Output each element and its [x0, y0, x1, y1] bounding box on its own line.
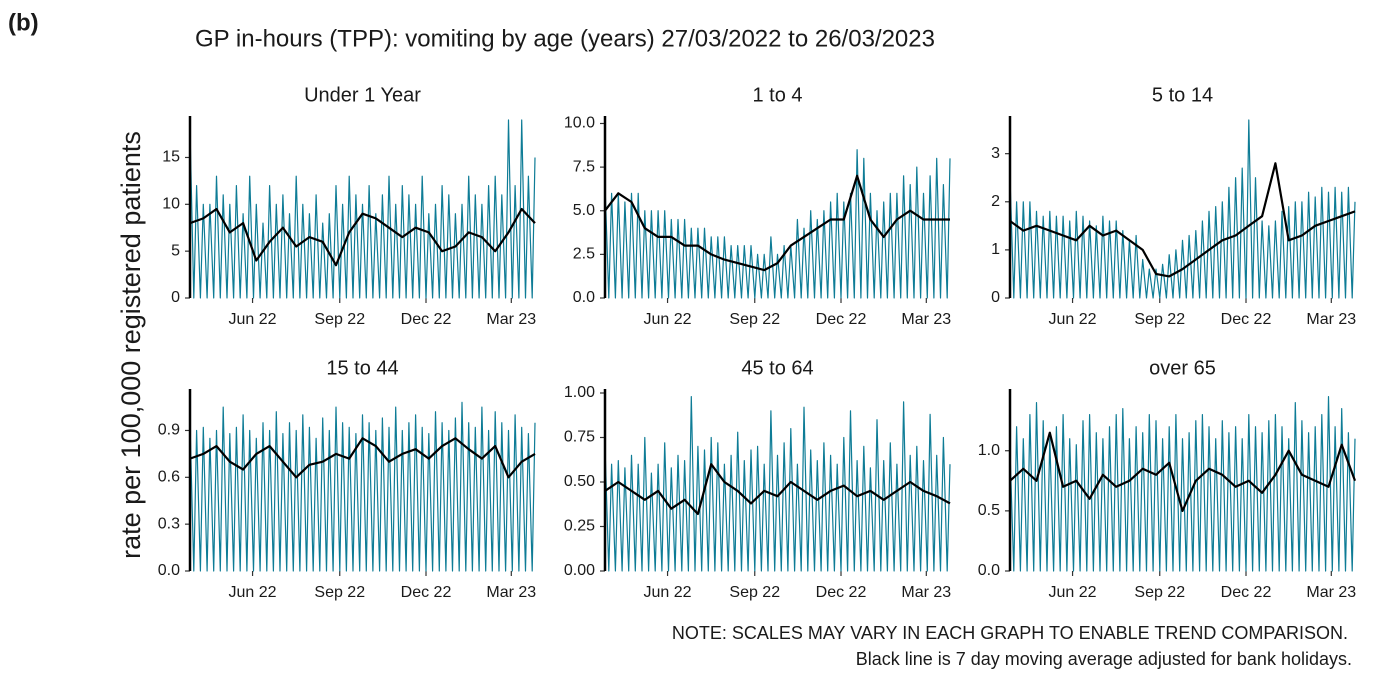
note: Black line is 7 day moving average adjus…: [856, 649, 1352, 669]
y-tick-label: 0.0: [158, 562, 180, 579]
x-tick-label: Dec 22: [401, 311, 452, 328]
panel-title: Under 1 Year: [304, 84, 421, 106]
x-tick-label: Dec 22: [816, 311, 867, 328]
x-tick-label: Mar 23: [486, 311, 536, 328]
y-tick-label: 0.00: [564, 562, 595, 579]
y-tick-label: 0.50: [564, 473, 595, 490]
y-tick-label: 3: [991, 145, 1000, 162]
y-axis-label: rate per 100,000 registered patients: [116, 131, 146, 559]
y-tick-label: 0: [171, 289, 180, 306]
series-line: [1009, 119, 1356, 299]
series-line: [189, 207, 536, 267]
x-tick-label: Sep 22: [1134, 311, 1185, 328]
series-line: [189, 401, 536, 572]
y-tick-label: 0: [991, 289, 1000, 306]
y-tick-label: 0.6: [158, 469, 180, 486]
x-tick-label: Dec 22: [1221, 584, 1272, 601]
x-tick-label: Mar 23: [1306, 584, 1356, 601]
x-tick-label: Mar 23: [486, 584, 536, 601]
y-tick-label: 0.5: [978, 502, 1000, 519]
y-tick-label: 0.75: [564, 429, 595, 446]
series-line: [189, 437, 536, 479]
x-tick-label: Dec 22: [401, 584, 452, 601]
y-tick-label: 15: [162, 149, 180, 166]
x-tick-label: Jun 22: [644, 311, 692, 328]
panel-title: over 65: [1149, 357, 1216, 379]
y-tick-label: 10: [162, 196, 180, 213]
y-tick-label: 2: [991, 193, 1000, 210]
y-tick-label: 1.0: [978, 442, 1000, 459]
panel-title: 1 to 4: [752, 84, 802, 106]
y-tick-label: 5.0: [573, 202, 595, 219]
x-tick-label: Sep 22: [314, 584, 365, 601]
panel-title: 45 to 64: [741, 357, 813, 379]
y-tick-label: 0.0: [978, 562, 1000, 579]
y-tick-label: 1.00: [564, 384, 595, 401]
x-tick-label: Jun 22: [229, 584, 277, 601]
note: NOTE: SCALES MAY VARY IN EACH GRAPH TO E…: [672, 623, 1348, 643]
series-line: [604, 174, 950, 272]
series-line: [1009, 431, 1357, 512]
panel-title: 15 to 44: [326, 357, 398, 379]
series-line: [189, 119, 536, 299]
chart-title: GP in-hours (TPP): vomiting by age (year…: [195, 25, 935, 52]
x-tick-label: Mar 23: [901, 311, 951, 328]
panel-label: (b): [8, 9, 39, 36]
panel-title: 5 to 14: [1152, 84, 1213, 106]
x-tick-label: Mar 23: [901, 584, 951, 601]
x-tick-label: Sep 22: [1134, 584, 1185, 601]
series-line: [1009, 162, 1356, 278]
y-tick-label: 7.5: [573, 158, 595, 175]
y-tick-label: 0.25: [564, 518, 595, 535]
series-line: [604, 396, 951, 572]
y-tick-label: 10.0: [564, 115, 595, 132]
x-tick-label: Jun 22: [644, 584, 692, 601]
x-tick-label: Mar 23: [1306, 311, 1356, 328]
y-tick-label: 2.5: [573, 246, 595, 263]
x-tick-label: Sep 22: [729, 584, 780, 601]
series-line: [604, 463, 951, 516]
y-tick-label: 1: [991, 241, 1000, 258]
y-tick-label: 0.9: [158, 422, 180, 439]
series-line: [1009, 396, 1356, 572]
x-tick-label: Dec 22: [816, 584, 867, 601]
x-tick-label: Jun 22: [1049, 584, 1097, 601]
x-tick-label: Sep 22: [314, 311, 365, 328]
y-tick-label: 5: [171, 242, 180, 259]
x-tick-label: Dec 22: [1221, 311, 1272, 328]
y-tick-label: 0.3: [158, 515, 180, 532]
x-tick-label: Sep 22: [729, 311, 780, 328]
y-tick-label: 0.0: [573, 289, 595, 306]
x-tick-label: Jun 22: [1049, 311, 1097, 328]
series-line: [604, 149, 951, 299]
x-tick-label: Jun 22: [229, 311, 277, 328]
